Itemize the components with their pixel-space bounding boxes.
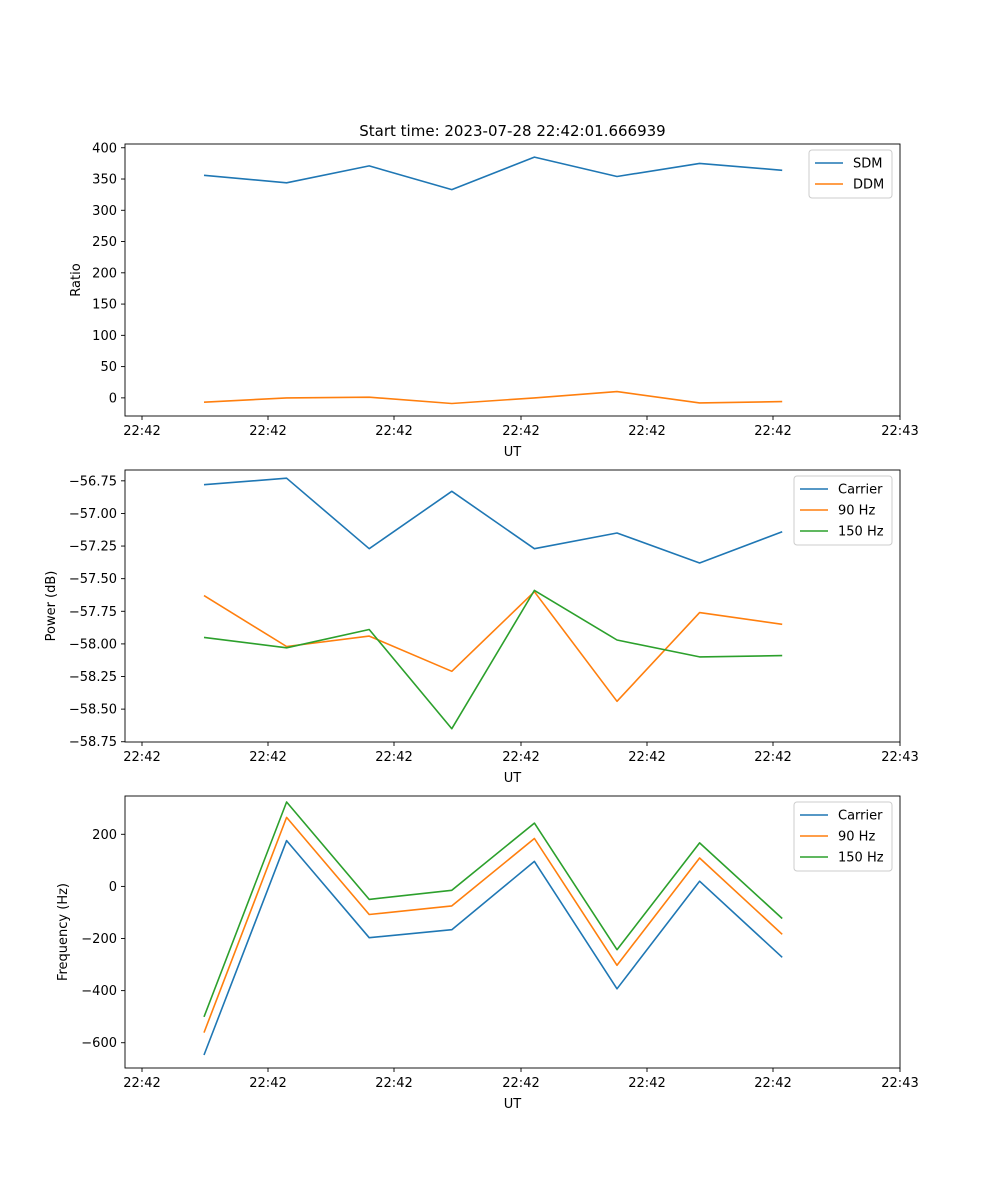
legend-label: 90 Hz (838, 830, 875, 845)
x-axis-label: UT (504, 445, 522, 460)
legend-label: Carrier (838, 809, 883, 824)
x-tick-label: 22:42 (628, 750, 665, 765)
x-tick-label: 22:42 (628, 424, 665, 439)
x-axis-label: UT (504, 1097, 522, 1112)
y-tick-label: −58.75 (69, 735, 117, 750)
x-tick-label: 22:42 (123, 424, 160, 439)
legend-label: 150 Hz (838, 525, 884, 540)
x-tick-label: 22:42 (754, 424, 791, 439)
legend-label: 90 Hz (838, 504, 875, 519)
series-line-carrier (203, 477, 783, 564)
x-tick-label: 22:42 (249, 424, 286, 439)
y-tick-label: −200 (81, 932, 117, 947)
y-axis-label: Power (dB) (44, 571, 59, 642)
x-tick-label: 22:43 (881, 1076, 918, 1091)
x-tick-label: 22:42 (502, 750, 539, 765)
x-tick-label: 22:42 (375, 424, 412, 439)
y-tick-label: 400 (92, 141, 117, 156)
y-tick-label: −57.25 (69, 540, 117, 555)
series-line-sdm (203, 156, 783, 191)
x-tick-label: 22:42 (249, 750, 286, 765)
series-line-ddm (203, 390, 783, 405)
y-tick-label: −57.50 (69, 572, 117, 587)
y-tick-label: −58.00 (69, 637, 117, 652)
y-tick-label: 200 (92, 266, 117, 281)
legend-label: Carrier (838, 483, 883, 498)
y-tick-label: −400 (81, 984, 117, 999)
axes-frame (124, 143, 901, 417)
x-tick-label: 22:42 (249, 1076, 286, 1091)
legend-box (808, 149, 893, 199)
y-tick-label: 50 (100, 360, 117, 375)
legend-label: DDM (853, 178, 884, 193)
y-tick-label: 300 (92, 204, 117, 219)
series-line-90-hz (203, 816, 783, 1033)
y-tick-label: 100 (92, 329, 117, 344)
figure-title: Start time: 2023-07-28 22:42:01.666939 (359, 122, 665, 140)
y-tick-label: 350 (92, 173, 117, 188)
y-tick-label: −58.25 (69, 670, 117, 685)
legend-label: 150 Hz (838, 851, 884, 866)
y-tick-label: 250 (92, 235, 117, 250)
axes-frame (124, 469, 901, 743)
y-axis-label: Frequency (Hz) (56, 883, 71, 981)
legend-box (793, 475, 893, 546)
y-tick-label: −58.50 (69, 703, 117, 718)
x-tick-label: 22:42 (502, 1076, 539, 1091)
y-tick-label: −57.00 (69, 507, 117, 522)
x-tick-label: 22:43 (881, 750, 918, 765)
x-tick-label: 22:42 (123, 1076, 160, 1091)
series-line-150-hz (203, 801, 783, 1018)
x-axis-label: UT (504, 771, 522, 786)
legend-label: SDM (853, 157, 882, 172)
y-tick-label: −56.75 (69, 474, 117, 489)
y-tick-label: 0 (109, 391, 117, 406)
y-tick-label: 150 (92, 298, 117, 313)
axes-frame (124, 795, 901, 1069)
x-tick-label: 22:42 (375, 1076, 412, 1091)
y-axis-label: Ratio (69, 263, 84, 296)
panels: 22:42 22:42 22:42 22:42 22:42 22:42 22:43 UT 0 50… (44, 141, 919, 1112)
chart-panel-3: 22:42 22:42 22:42 22:42 22:42 22:42 22:43 UT −60… (56, 795, 919, 1112)
x-tick-label: 22:42 (502, 424, 539, 439)
y-tick-label: −600 (81, 1036, 117, 1051)
series-line-150-hz (203, 589, 783, 730)
x-tick-label: 22:42 (754, 750, 791, 765)
legend-box (793, 801, 893, 872)
y-tick-label: 0 (109, 880, 117, 895)
x-tick-label: 22:42 (375, 750, 412, 765)
x-tick-label: 22:42 (754, 1076, 791, 1091)
series-line-carrier (203, 839, 783, 1056)
y-tick-label: 200 (92, 828, 117, 843)
chart-panel-2: 22:42 22:42 22:42 22:42 22:42 22:42 22:43 UT −58… (44, 469, 919, 786)
x-tick-label: 22:43 (881, 424, 918, 439)
chart-panel-1: 22:42 22:42 22:42 22:42 22:42 22:42 22:43 UT 0 50… (69, 141, 919, 460)
x-tick-label: 22:42 (123, 750, 160, 765)
x-tick-label: 22:42 (628, 1076, 665, 1091)
y-tick-label: −57.75 (69, 605, 117, 620)
